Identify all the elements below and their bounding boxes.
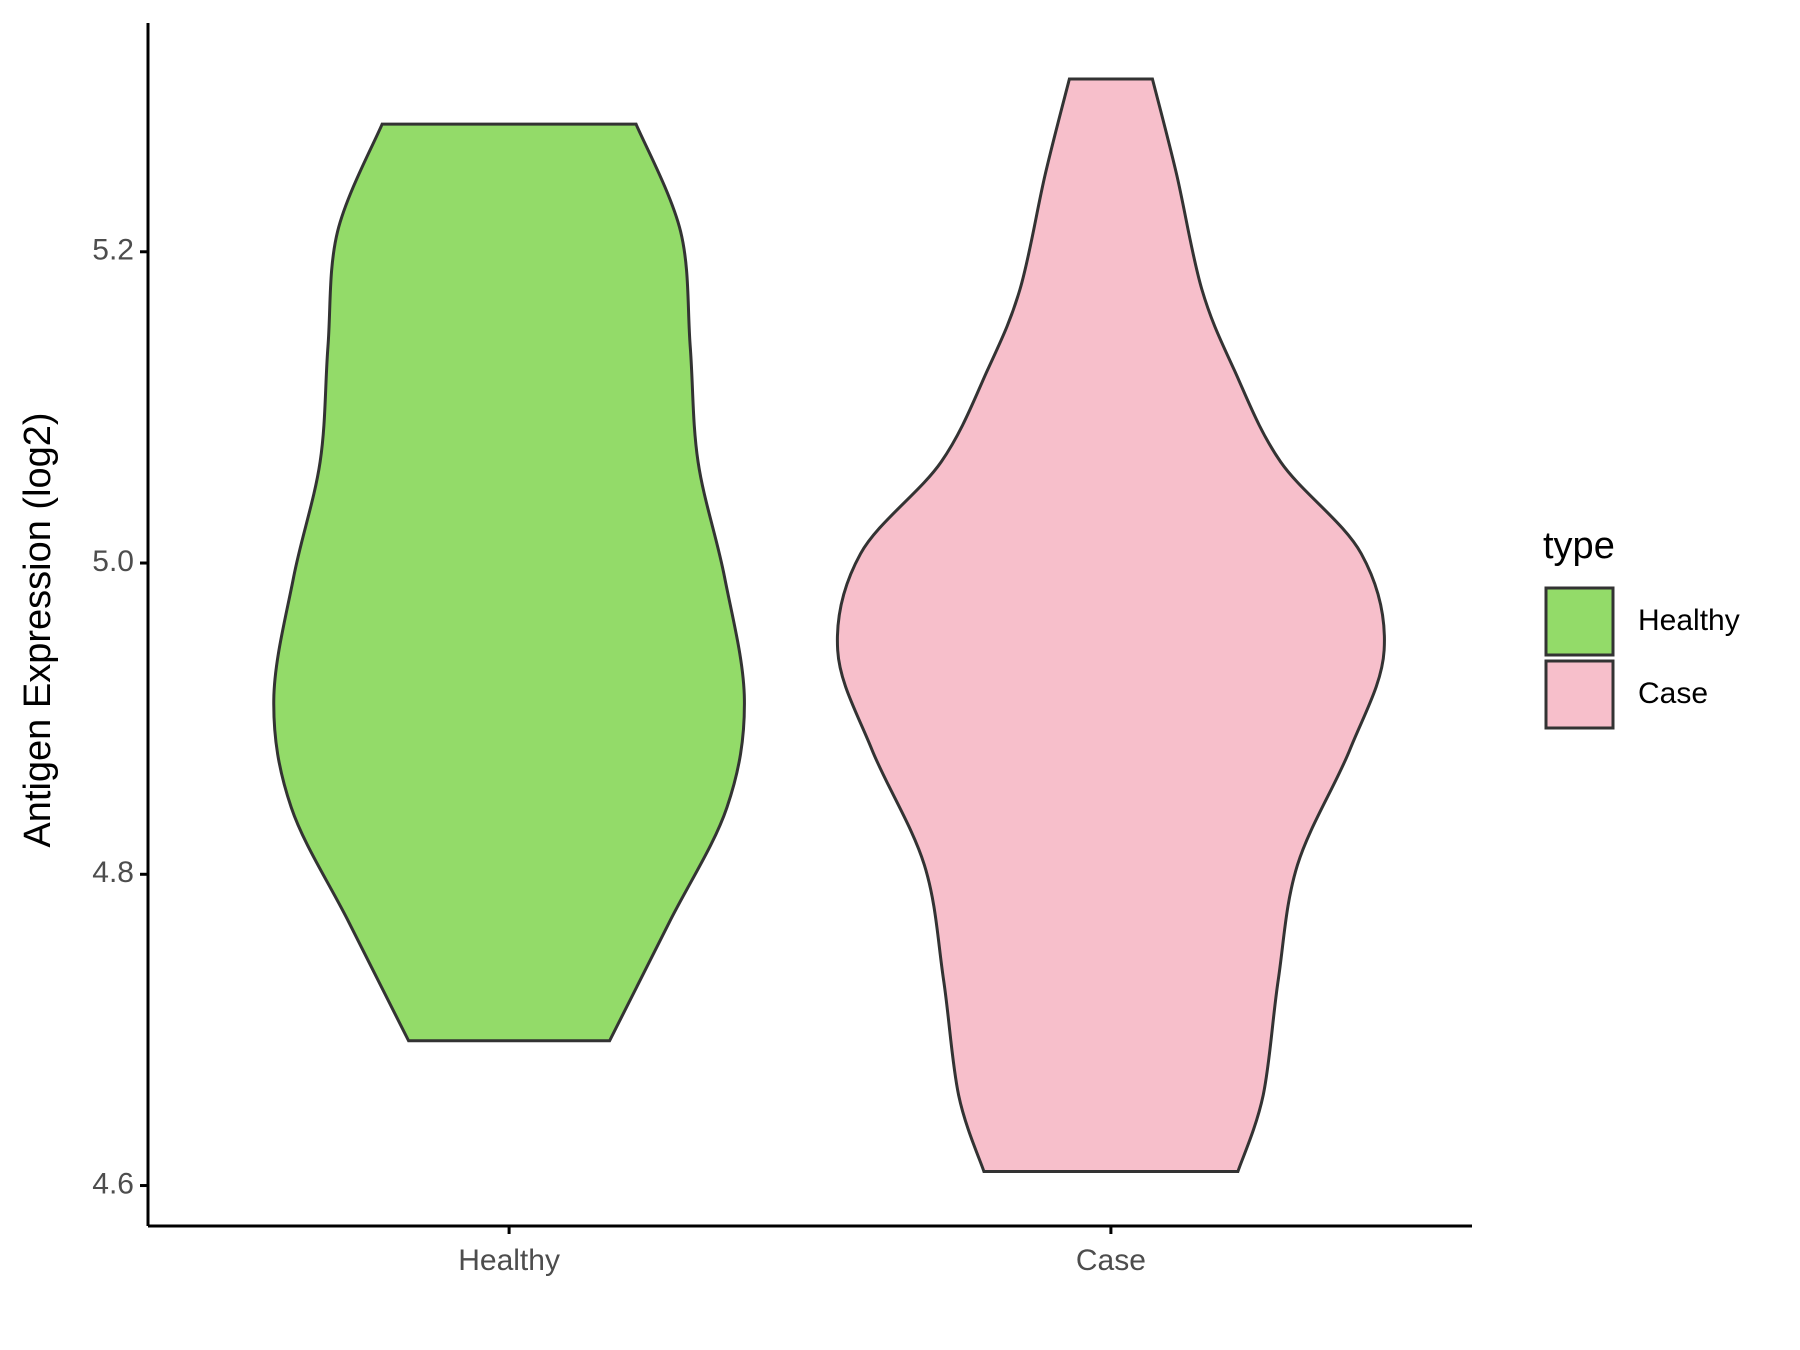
y-tick-label: 4.6 — [92, 1167, 134, 1200]
legend-swatch — [1544, 586, 1615, 657]
y-tick-label: 5.0 — [92, 545, 134, 578]
legend-swatch — [1544, 659, 1615, 730]
y-tick-label: 5.2 — [92, 234, 134, 267]
legend-label: Case — [1638, 677, 1708, 710]
y-tick-label: 4.8 — [92, 856, 134, 889]
legend-title: type — [1543, 525, 1615, 567]
x-tick-label: Case — [1076, 1244, 1146, 1277]
violin — [272, 122, 746, 1043]
y-axis-title: Antigen Expression (log2) — [17, 412, 59, 847]
legend-label: Healthy — [1638, 604, 1740, 637]
x-tick-label: Healthy — [458, 1244, 560, 1277]
violin — [835, 77, 1386, 1174]
